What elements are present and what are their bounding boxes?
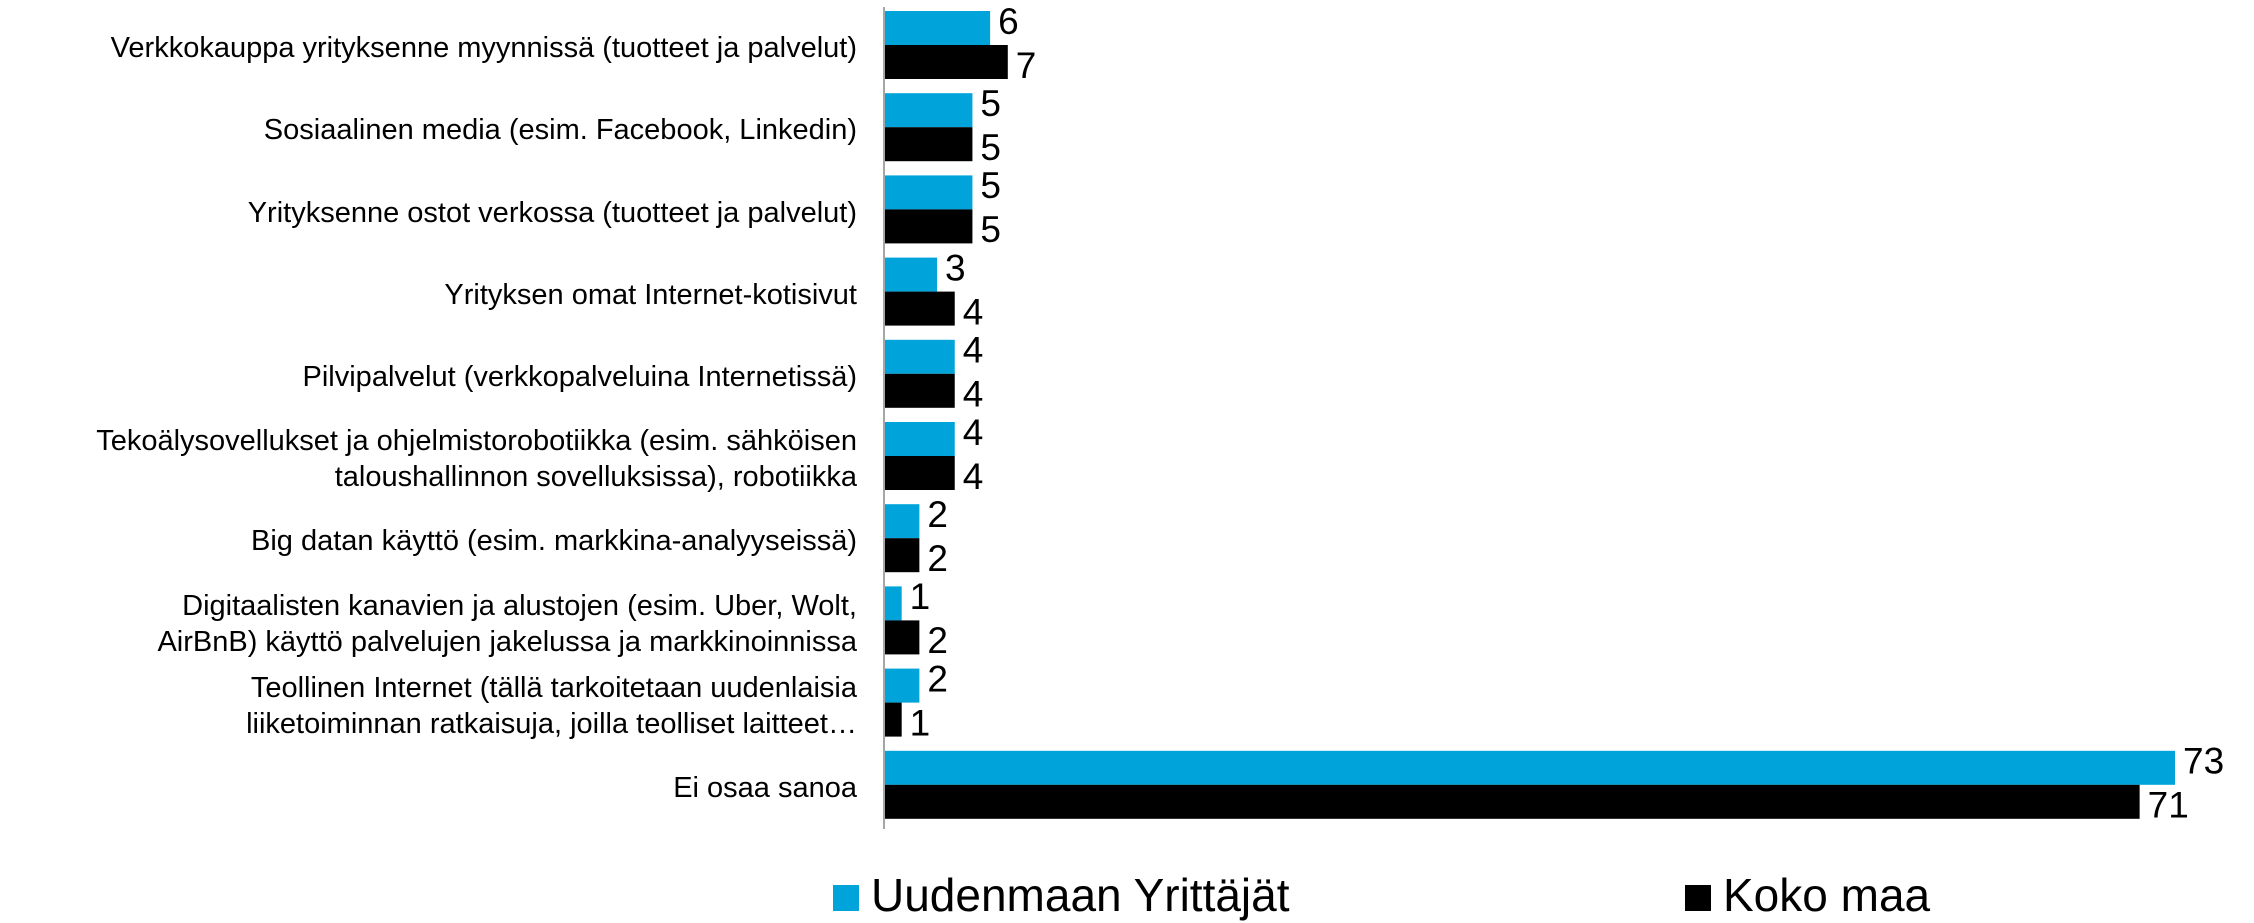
value-label: 2: [927, 538, 948, 579]
value-label: 4: [963, 330, 984, 371]
bar: [884, 373, 955, 408]
bar: [884, 750, 2175, 785]
bar: [884, 209, 973, 244]
bar: [884, 538, 920, 573]
bar: [884, 257, 938, 292]
value-label: 1: [910, 576, 931, 617]
category-label: Teollinen Internet (tällä tarkoitetaan u…: [246, 671, 857, 740]
bar: [884, 339, 955, 374]
value-label: 73: [2183, 741, 2224, 782]
category-label: Tekoälysovellukset ja ohjelmistorobotiik…: [96, 425, 857, 494]
bar: [884, 668, 920, 703]
category-label: Ei osaa sanoa: [673, 771, 857, 804]
value-label: 7: [1016, 45, 1037, 86]
bar: [884, 784, 2140, 819]
bar: [884, 127, 973, 162]
category-label: Big datan käyttö (esim. markkina-analyys…: [250, 525, 857, 558]
bar: [884, 11, 991, 45]
legend-label: Uudenmaan Yrittäjät: [871, 869, 1290, 921]
value-label: 4: [963, 374, 984, 415]
value-label: 1: [910, 702, 931, 743]
legend-label: Koko maa: [1723, 869, 1931, 921]
category-label: Yrityksen omat Internet-kotisivut: [444, 278, 857, 311]
category-label: Pilvipalvelut (verkkopalveluina Internet…: [302, 360, 857, 393]
value-label: 2: [927, 620, 948, 661]
category-label: Verkkokauppa yrityksenne myynnissä (tuot…: [110, 32, 857, 65]
bar: [884, 504, 920, 539]
legend-swatch: [833, 885, 859, 911]
bar: [884, 456, 955, 490]
value-label: 6: [998, 1, 1019, 42]
bar: [884, 422, 955, 456]
value-label: 4: [963, 456, 984, 497]
category-label: Yrityksenne ostot verkossa (tuotteet ja …: [247, 196, 857, 229]
bar: [884, 291, 955, 326]
bar: [884, 45, 1008, 79]
category-label: Sosiaalinen media (esim. Facebook, Linke…: [263, 114, 857, 147]
value-label: 5: [980, 209, 1001, 250]
value-label: 2: [927, 658, 948, 699]
value-label: 71: [2148, 785, 2189, 826]
value-label: 4: [963, 291, 984, 332]
category-label: Digitaalisten kanavien ja alustojen (esi…: [157, 589, 857, 658]
bar: [884, 702, 902, 737]
value-label: 5: [980, 83, 1001, 124]
value-label: 5: [980, 127, 1001, 168]
value-label: 4: [963, 412, 984, 453]
legend-swatch: [1685, 885, 1711, 911]
bar: [884, 93, 973, 128]
value-label: 2: [927, 494, 948, 535]
value-label: 5: [980, 165, 1001, 206]
bar: [884, 175, 973, 210]
bar: [884, 620, 920, 655]
value-label: 3: [945, 247, 966, 288]
bar: [884, 586, 902, 621]
